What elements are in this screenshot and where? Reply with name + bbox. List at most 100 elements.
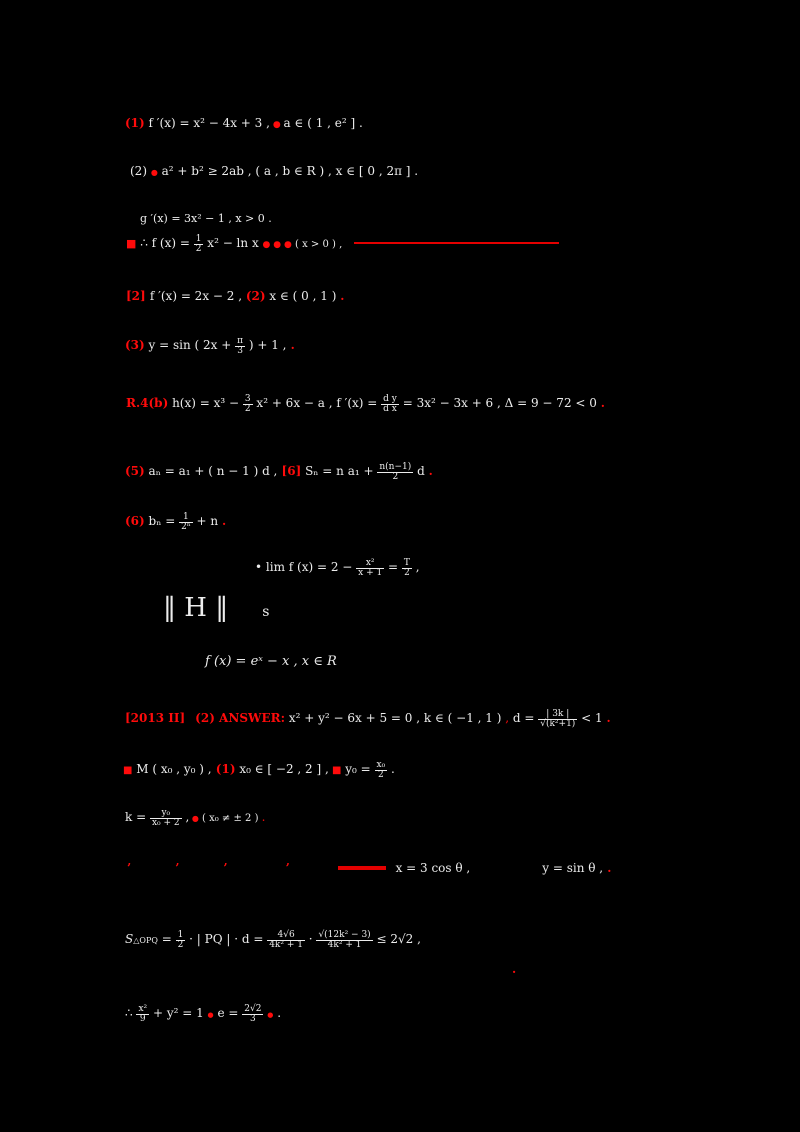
text-fragment: e = xyxy=(213,1006,243,1020)
fraction: 1 2ⁿ xyxy=(179,511,193,533)
text-fragment: y = sin θ , xyxy=(542,861,604,875)
red-marker: ● xyxy=(269,120,284,130)
text-fragment: , xyxy=(417,932,421,946)
text-line: f (x) = eˣ − x , x ∈ R xyxy=(205,650,337,670)
text-fragment: k = xyxy=(125,810,150,824)
red-marker: ● xyxy=(262,240,271,250)
text-fragment: ‖ H ‖ xyxy=(163,593,229,623)
text-fragment: s xyxy=(262,604,270,620)
red-marker: [2] xyxy=(126,289,150,303)
text-fragment: ( x > 0 ) , xyxy=(291,239,343,250)
red-marker: . xyxy=(512,962,517,976)
text-line: ■ M ( x₀ , y₀ ) , (1) x₀ ∈ [ −2 , 2 ] , … xyxy=(123,758,395,780)
red-marker: (1) xyxy=(211,762,236,776)
text-fragment: f ′(x) = x² − 4x + 3 , xyxy=(144,116,270,130)
text-fragment: f ′(x) = 2x − 2 , xyxy=(149,289,246,303)
red-marker: ● xyxy=(281,240,292,250)
red-marker: ● xyxy=(207,1011,214,1019)
text-fragment: h(x) = x³ − xyxy=(168,396,243,410)
red-marker: (1) xyxy=(125,116,145,130)
text-fragment: . xyxy=(273,1006,282,1020)
text-fragment: d = xyxy=(512,711,539,725)
red-marker: ’ xyxy=(127,861,132,875)
fraction: y₀ x₀ + 2 xyxy=(149,807,182,829)
red-marker: [2013 II] xyxy=(125,711,186,725)
red-marker: . xyxy=(603,861,612,875)
red-marker: . xyxy=(428,464,433,478)
fraction: x₀ 2 xyxy=(374,759,388,781)
text-fragment: = xyxy=(157,932,176,946)
text-fragment: ( x₀ ≠ ± 2 ) xyxy=(198,813,262,824)
text-fragment: ∴ xyxy=(125,1006,137,1020)
text-fragment: x ∈ ( 0 , 1 ) xyxy=(265,289,341,303)
text-fragment: x² + y² − 6x + 5 = 0 , k ∈ ( −1 , 1 ) xyxy=(285,711,502,725)
fraction: √(12k² − 3) 4k² + 1 xyxy=(316,929,373,951)
text-line: [2013 II] (2) ANSWER: x² + y² − 6x + 5 = … xyxy=(125,707,611,729)
red-marker: (2) ANSWER: xyxy=(195,711,286,725)
text-fragment: ) + 1 , xyxy=(245,338,287,352)
text-fragment: , xyxy=(411,560,420,574)
red-marker: . xyxy=(261,810,266,824)
fraction: 4√6 4k² + 1 xyxy=(267,929,305,951)
red-marker: ’ xyxy=(285,861,290,875)
red-marker: (6) xyxy=(125,514,145,528)
text-fragment: + n xyxy=(192,514,222,528)
text-line: (2) ● a² + b² ≥ 2ab , ( a , b ∈ R ) , x … xyxy=(130,160,418,180)
red-underline xyxy=(337,865,386,870)
text-line: (6) bₙ = 1 2ⁿ + n . xyxy=(125,510,226,532)
text-fragment: aₙ = a₁ + ( n − 1 ) d , xyxy=(144,464,278,478)
text-line: ‖ H ‖ s xyxy=(163,592,269,625)
fraction: 2√2 3 xyxy=(242,1003,264,1025)
text-line: k = y₀ x₀ + 2 , ● ( x₀ ≠ ± 2 ) . xyxy=(125,806,265,828)
red-underline xyxy=(354,241,560,244)
red-marker: (3) xyxy=(125,338,145,352)
red-marker: . xyxy=(606,711,611,725)
text-fragment: , xyxy=(181,810,190,824)
red-marker: (5) xyxy=(125,464,145,478)
text-line: g ′(x) = 3x² − 1 , x > 0 . xyxy=(140,207,272,227)
red-marker: [6] xyxy=(277,464,302,478)
text-line: (1) f ′(x) = x² − 4x + 3 , ● a ∈ ( 1 , e… xyxy=(125,112,363,132)
text-fragment: a ∈ ( 1 , e² ] . xyxy=(283,116,363,130)
red-marker: R.4(b) xyxy=(126,396,169,410)
red-marker: . xyxy=(286,338,295,352)
text-line: (5) aₙ = a₁ + ( n − 1 ) d , [6] Sₙ = n a… xyxy=(125,460,433,482)
fraction: x² 9 xyxy=(136,1003,150,1025)
red-marker: ● xyxy=(189,814,199,823)
text-fragment: M ( x₀ , y₀ ) , xyxy=(132,762,212,776)
text-fragment: d xyxy=(413,464,429,478)
text-fragment: f (x) = eˣ − x , x ∈ R xyxy=(205,654,337,669)
text-fragment: x² + 6x − a , f ′(x) = xyxy=(252,396,382,410)
red-marker: ● xyxy=(270,240,282,250)
text-fragment: · | PQ | · d = xyxy=(185,932,268,946)
red-marker: ■ xyxy=(328,765,342,776)
text-fragment: a² + b² ≥ 2ab , ( a , b ∈ R ) , x ∈ [ 0 … xyxy=(157,164,419,178)
text-fragment: = 3x² − 3x + 6 , Δ = 9 − 72 < 0 xyxy=(398,396,601,410)
text-line: ∴ x² 9 + y² = 1 ● e = 2√2 3 ● . xyxy=(125,1002,281,1024)
red-marker: , xyxy=(501,711,513,725)
red-marker: ■ xyxy=(126,237,137,250)
text-fragment: · xyxy=(304,932,317,946)
text-fragment: . xyxy=(387,762,395,776)
text-fragment: bₙ = xyxy=(144,514,180,528)
text-fragment: Sₙ = n a₁ + xyxy=(301,464,378,478)
text-fragment: + y² = 1 xyxy=(149,1006,208,1020)
text-fragment: = xyxy=(384,560,402,574)
text-fragment: < 1 xyxy=(577,711,607,725)
red-marker: ● xyxy=(150,168,158,177)
red-marker: (2) xyxy=(245,289,266,303)
red-marker: . xyxy=(340,289,345,303)
fraction: n(n−1) 2 xyxy=(377,461,414,483)
fraction: x² x + 1 xyxy=(356,557,385,579)
text-fragment: x² − ln x xyxy=(203,236,263,250)
